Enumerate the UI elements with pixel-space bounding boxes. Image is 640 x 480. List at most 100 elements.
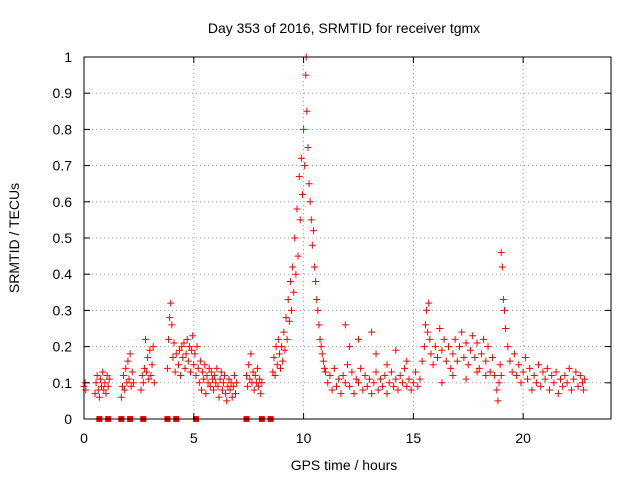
data-point — [383, 390, 391, 398]
data-point — [350, 390, 358, 398]
data-point — [127, 382, 135, 390]
data-point — [246, 375, 254, 383]
data-point — [255, 382, 263, 390]
data-point — [289, 263, 297, 271]
data-point — [189, 332, 197, 340]
data-point — [412, 368, 420, 376]
x-tick-label: 5 — [190, 430, 198, 446]
data-point — [301, 162, 309, 170]
data-point — [543, 364, 551, 372]
data-point — [436, 325, 444, 332]
data-point — [471, 353, 479, 361]
data-point — [346, 343, 354, 351]
data-point — [576, 372, 584, 380]
data-point — [221, 372, 229, 380]
data-point — [250, 386, 258, 394]
data-point — [421, 321, 429, 329]
data-point — [307, 216, 315, 224]
data-point — [105, 375, 113, 383]
data-point — [292, 270, 300, 278]
data-point — [214, 382, 222, 390]
data-point — [455, 343, 463, 351]
data-point — [278, 343, 286, 351]
data-point — [390, 382, 398, 390]
data-point — [330, 364, 338, 372]
data-point — [368, 328, 376, 336]
data-point — [204, 379, 212, 387]
x-tick-label: 0 — [80, 430, 88, 446]
data-point — [453, 357, 461, 365]
data-point — [290, 288, 298, 296]
data-point — [225, 375, 233, 383]
y-tick-label: 0.3 — [53, 302, 73, 318]
data-point — [196, 357, 204, 365]
data-point — [191, 350, 199, 358]
data-point — [125, 375, 133, 383]
data-point — [401, 364, 409, 372]
data-point — [294, 252, 302, 260]
data-point — [344, 361, 351, 369]
data-point — [464, 361, 472, 369]
data-point — [486, 368, 494, 376]
data-point — [387, 368, 395, 376]
data-point — [319, 357, 327, 365]
data-point — [203, 372, 211, 380]
data-point — [445, 343, 453, 351]
data-point — [141, 335, 149, 343]
x-tick-labels: 0 5 10 15 20 — [80, 430, 531, 446]
data-point — [352, 375, 360, 383]
data-point — [449, 350, 457, 358]
data-point — [554, 390, 562, 398]
data-point — [91, 390, 99, 398]
data-point — [212, 379, 220, 387]
data-point — [244, 382, 252, 390]
data-point — [103, 372, 111, 380]
data-point — [128, 368, 136, 376]
data-point — [379, 382, 387, 390]
data-point — [409, 379, 417, 387]
data-point — [315, 321, 323, 329]
data-point — [322, 368, 330, 376]
data-point — [508, 368, 516, 376]
data-point — [302, 71, 310, 79]
data-point — [99, 368, 107, 376]
data-point — [324, 379, 332, 387]
data-point — [333, 382, 341, 390]
data-point — [291, 234, 299, 242]
data-point — [147, 372, 155, 380]
data-point — [169, 353, 177, 361]
data-point — [502, 325, 510, 332]
data-point — [279, 357, 287, 365]
data-point — [469, 332, 477, 340]
data-point — [517, 379, 525, 387]
data-point — [403, 382, 411, 390]
data-point — [496, 361, 504, 369]
data-point — [442, 357, 450, 365]
data-point — [372, 368, 380, 376]
data-point — [180, 339, 188, 347]
data-point — [473, 368, 481, 376]
data-point — [192, 372, 200, 380]
y-tick-label: 0.2 — [53, 339, 73, 355]
data-point — [550, 379, 558, 387]
data-point — [300, 125, 308, 133]
y-tick-labels: 0 0.1 0.2 0.3 0.4 0.5 0.6 0.7 0.8 0.9 1 — [53, 49, 73, 427]
data-point — [306, 198, 314, 206]
data-point — [126, 350, 134, 358]
data-point — [561, 372, 569, 380]
data-point — [257, 390, 265, 398]
data-point — [223, 397, 231, 405]
data-point — [317, 343, 325, 351]
data-point — [222, 390, 230, 398]
data-point — [215, 393, 223, 401]
data-point — [537, 382, 545, 390]
data-point — [431, 343, 439, 351]
y-tick-label: 0.6 — [53, 194, 73, 210]
data-point — [524, 375, 532, 383]
data-point — [202, 390, 210, 398]
data-point — [318, 350, 326, 358]
data-point — [420, 343, 428, 351]
data-point — [462, 375, 470, 383]
data-point — [541, 375, 549, 383]
data-point — [424, 328, 432, 336]
